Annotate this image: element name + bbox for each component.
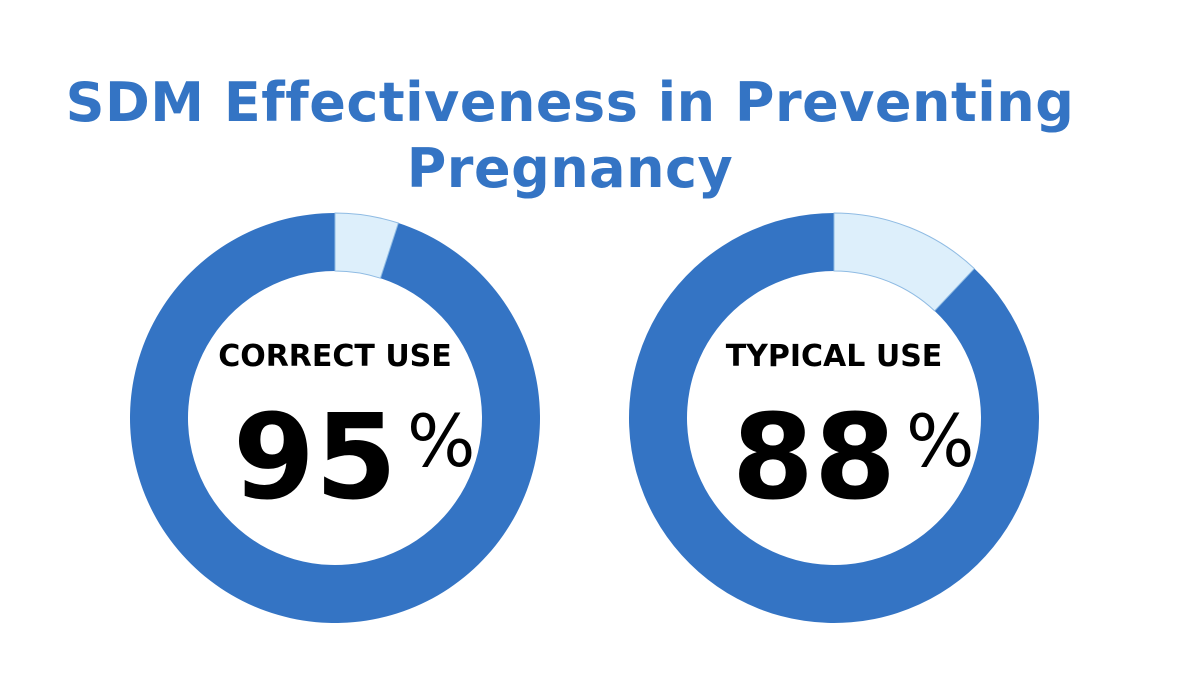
donut-label: TYPICAL USE (726, 339, 943, 374)
donut-value: 95 (233, 388, 397, 526)
chart-title-line-2: Pregnancy (406, 137, 734, 200)
chart-title-line-1: SDM Effectiveness in Preventing (65, 71, 1075, 134)
chart-title: SDM Effectiveness in Preventing Pregnanc… (0, 70, 1140, 202)
donut-correct-use: CORRECT USE 95% (129, 212, 540, 623)
donut-value: 88 (732, 388, 896, 526)
donut-slice-remainder (833, 212, 976, 312)
donut-label: CORRECT USE (218, 339, 452, 374)
donut-typical-use: TYPICAL USE 88% (628, 212, 1039, 623)
donut-unit: % (407, 399, 475, 483)
donut-slice-remainder (334, 212, 399, 279)
donut-unit: % (906, 399, 974, 483)
